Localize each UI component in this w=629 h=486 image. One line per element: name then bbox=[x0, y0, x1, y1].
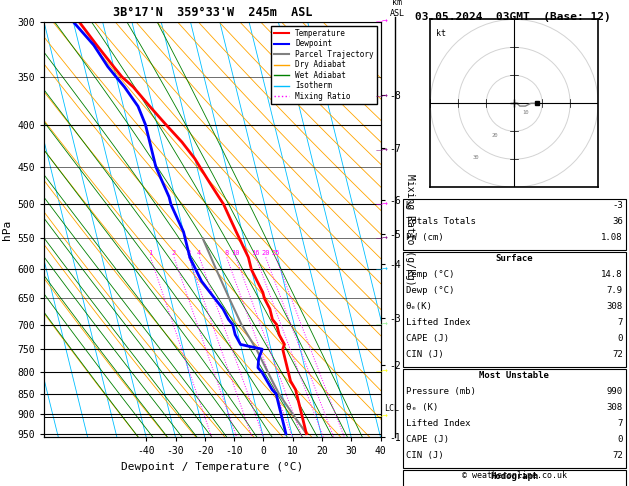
Text: 03.05.2024  03GMT  (Base: 12): 03.05.2024 03GMT (Base: 12) bbox=[415, 12, 611, 22]
Text: 7: 7 bbox=[617, 419, 623, 428]
Text: © weatheronline.co.uk: © weatheronline.co.uk bbox=[462, 471, 567, 480]
Text: LCL: LCL bbox=[384, 404, 399, 413]
Text: 7: 7 bbox=[617, 318, 623, 327]
Y-axis label: Mixing Ratio (g/kg): Mixing Ratio (g/kg) bbox=[405, 174, 415, 285]
Text: 0: 0 bbox=[617, 334, 623, 343]
Text: 72: 72 bbox=[612, 451, 623, 460]
Text: Pressure (mb): Pressure (mb) bbox=[406, 387, 476, 396]
Text: 990: 990 bbox=[606, 387, 623, 396]
Text: Lifted Index: Lifted Index bbox=[406, 318, 470, 327]
Legend: Temperature, Dewpoint, Parcel Trajectory, Dry Adiabat, Wet Adiabat, Isotherm, Mi: Temperature, Dewpoint, Parcel Trajectory… bbox=[270, 26, 377, 104]
Text: θₑ(K): θₑ(K) bbox=[406, 302, 433, 311]
Text: 10: 10 bbox=[231, 250, 240, 256]
Text: —→: —→ bbox=[376, 322, 389, 328]
Text: 30: 30 bbox=[472, 155, 479, 160]
Text: Totals Totals: Totals Totals bbox=[406, 217, 476, 226]
Text: 16: 16 bbox=[251, 250, 260, 256]
Text: —→: —→ bbox=[376, 266, 389, 273]
Text: 308: 308 bbox=[606, 302, 623, 311]
Text: 72: 72 bbox=[612, 350, 623, 359]
Text: PW (cm): PW (cm) bbox=[406, 233, 443, 242]
Text: Lifted Index: Lifted Index bbox=[406, 419, 470, 428]
Text: Most Unstable: Most Unstable bbox=[479, 371, 549, 380]
Text: 4: 4 bbox=[197, 250, 201, 256]
Text: Surface: Surface bbox=[496, 254, 533, 263]
Text: —→: —→ bbox=[376, 94, 389, 100]
Text: —→: —→ bbox=[376, 369, 389, 375]
Text: 308: 308 bbox=[606, 403, 623, 412]
Text: θₑ (K): θₑ (K) bbox=[406, 403, 438, 412]
Text: Temp (°C): Temp (°C) bbox=[406, 270, 454, 279]
Text: CAPE (J): CAPE (J) bbox=[406, 435, 448, 444]
Text: —→: —→ bbox=[376, 414, 389, 420]
Text: —→: —→ bbox=[376, 147, 389, 154]
Text: 14.8: 14.8 bbox=[601, 270, 623, 279]
Text: 1.08: 1.08 bbox=[601, 233, 623, 242]
Title: 3B°17'N  359°33'W  245m  ASL: 3B°17'N 359°33'W 245m ASL bbox=[113, 6, 312, 19]
Text: —→: —→ bbox=[376, 19, 389, 25]
Text: 36: 36 bbox=[612, 217, 623, 226]
Text: 2: 2 bbox=[172, 250, 175, 256]
X-axis label: Dewpoint / Temperature (°C): Dewpoint / Temperature (°C) bbox=[121, 462, 303, 472]
Text: CIN (J): CIN (J) bbox=[406, 350, 443, 359]
Text: km
ASL: km ASL bbox=[390, 0, 405, 17]
Text: 1: 1 bbox=[148, 250, 152, 256]
Text: CIN (J): CIN (J) bbox=[406, 451, 443, 460]
Text: 0: 0 bbox=[617, 435, 623, 444]
Text: —→: —→ bbox=[376, 201, 389, 208]
Text: 10: 10 bbox=[523, 110, 529, 116]
Text: K: K bbox=[406, 201, 411, 210]
Text: -3: -3 bbox=[612, 201, 623, 210]
Y-axis label: hPa: hPa bbox=[2, 220, 12, 240]
Text: 7.9: 7.9 bbox=[606, 286, 623, 295]
Text: 8: 8 bbox=[224, 250, 228, 256]
Text: CAPE (J): CAPE (J) bbox=[406, 334, 448, 343]
Text: 20: 20 bbox=[261, 250, 269, 256]
Text: Dewp (°C): Dewp (°C) bbox=[406, 286, 454, 295]
Text: 3: 3 bbox=[186, 250, 191, 256]
Text: 25: 25 bbox=[271, 250, 279, 256]
Text: kt: kt bbox=[436, 29, 446, 38]
Text: 20: 20 bbox=[492, 133, 498, 138]
Text: Hodograph: Hodograph bbox=[490, 472, 538, 481]
Text: —→: —→ bbox=[376, 235, 389, 242]
